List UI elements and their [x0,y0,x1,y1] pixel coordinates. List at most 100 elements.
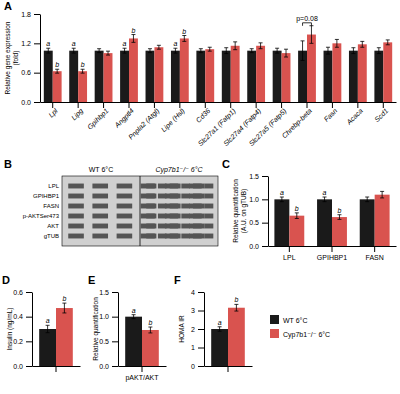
bar [171,51,180,102]
bar [211,329,228,366]
axis-domain [268,177,269,247]
blot-band [158,204,167,209]
y-axis-title: Relative gene expression(fold) [4,21,20,94]
x-tick-label: Chrebp-beta [281,107,314,140]
bar [228,308,245,366]
x-tick-mark [228,366,229,372]
y-tick: 0.2 [13,338,32,345]
y-tick-mark [26,317,32,318]
blot-row-label: GPIHBP1 [33,193,60,199]
y-tick-label: 1.5 [249,173,259,180]
x-tick-label: Lpl [47,107,60,120]
panel: 0.00.20.40.6abInsulin (ng/mL)D [2,274,81,372]
y-tick-label: 0.0 [249,243,259,250]
y-tick-label: 1 [191,344,195,351]
bar [383,42,392,102]
blot-band [181,184,190,189]
blot-band [158,234,167,239]
bar [142,330,159,366]
x-tick-label: Fasn [323,107,339,123]
significance-label: b [295,205,299,212]
x-tick-mark [56,366,57,372]
bar [360,199,375,246]
x-tick-label: Acaca [345,107,364,126]
error-bar [323,197,327,202]
y-tick-mark [26,292,32,293]
error-bar [208,47,212,51]
x-tick-label: pAKT/AKT [125,374,159,382]
y-axis-title: Insulin (ng/mL) [6,308,14,351]
blot-band [170,184,179,189]
error-bar [157,45,161,49]
blot-band [146,234,155,239]
bar [125,317,142,366]
error-bar [224,48,228,54]
error-bar [301,41,305,61]
error-bar [62,303,66,313]
annotation: p=0.08 [296,15,318,23]
x-tick: Lpl [47,102,60,119]
y-tick-mark [26,366,32,367]
error-bar [218,327,222,331]
panel: 0.00.51.01.5LPLGPIHBP1FASNababRelative q… [222,158,397,261]
blot-band [68,184,84,189]
blot-band [165,184,181,189]
error-bar [132,315,136,319]
error-bar [182,36,186,42]
significance-label: a [132,307,136,314]
x-tick-label: Pnpla2 (Atgl) [127,107,161,141]
blot-band [193,224,202,229]
y-tick-mark [112,366,118,367]
error-bar [284,49,288,57]
bar [317,199,332,246]
bar [129,38,138,102]
annotations: abab [280,189,342,214]
blot-band [189,224,205,229]
panel-letter: A [4,0,12,12]
bar [274,199,289,246]
y-tick-mark [198,292,204,293]
bar [196,51,205,102]
error-bar [295,213,299,219]
blot-column-label: WT 6°C [89,166,113,173]
x-tick: GPIHBP1 [317,246,347,261]
significance-label: a [280,189,284,196]
y-tick: 0.4 [13,313,32,320]
x-tick-mark [332,246,333,252]
blot-background [62,176,218,246]
y-tick-mark [26,341,32,342]
bar [120,51,129,102]
y-axis: 0.00.51.01.5 [99,289,118,370]
y-axis-title-line: HOMA IR [178,315,185,343]
significance-label: b [148,319,152,326]
y-tick-mark [112,341,118,342]
significance-label: b [234,296,238,303]
y-tick-label: 0.0 [21,99,31,106]
bar [53,71,62,102]
x-tick-label: LPL [283,254,296,261]
y-tick: 0.0 [13,363,32,370]
x-axis: LPLGPIHBP1FASN [269,246,397,261]
y-axis-title-line: Relative quantification [232,179,240,243]
y-tick-label: 1.0 [99,313,109,320]
y-tick-label: 0.6 [21,69,31,76]
bar [56,308,73,366]
error-bar [335,39,339,47]
y-tick-mark [198,311,204,312]
bar [332,217,347,246]
bar [324,51,333,102]
significance-label: b [131,27,135,34]
blot-row-label: p-AKTSer473 [23,213,60,219]
blot-band [158,194,167,199]
error-bar [280,197,284,202]
significance-label: b [338,207,342,214]
error-bar [365,197,369,202]
y-tick: 0.0 [99,363,118,370]
blot-band [141,194,157,199]
y-tick: 3 [191,307,204,314]
blot-band [146,204,155,209]
x-tick: Acaca [345,102,364,127]
bars [274,191,389,246]
annotations: ab [218,296,239,325]
blot-band [165,224,181,229]
